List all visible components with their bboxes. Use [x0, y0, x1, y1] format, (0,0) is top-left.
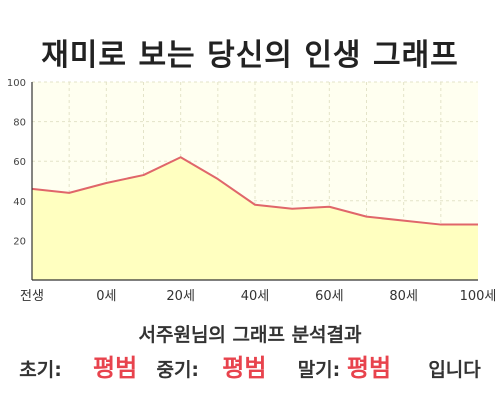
x-tick-label: 전생 — [20, 289, 44, 304]
y-tick-label: 100 — [7, 78, 26, 89]
x-tick-label: 0세 — [96, 289, 116, 304]
early-label: 초기: — [19, 359, 62, 381]
middle-label: 중기: — [156, 359, 200, 381]
area-fill — [32, 157, 478, 280]
stage-summary: 초기: 평범 중기: 평범 말기: 평범 입니다 — [0, 348, 500, 383]
x-tick-label: 40세 — [241, 289, 270, 304]
series-line — [31, 156, 478, 226]
result-suffix: 입니다 — [428, 359, 481, 381]
y-tick-label: 60 — [13, 157, 26, 168]
chart-title: 재미로 보는 당신의 인생 그래프 — [41, 38, 459, 73]
result-heading: 서주원님의 그래프 분석결과 — [138, 324, 362, 346]
early-value: 평범 — [93, 354, 138, 382]
x-tick-label: 20세 — [166, 289, 195, 304]
y-tick-label: 40 — [13, 197, 26, 208]
late-label: 말기: — [297, 359, 341, 381]
late-value: 평범 — [346, 354, 392, 382]
y-tick-label: 80 — [13, 118, 26, 129]
x-tick-label: 80세 — [389, 289, 418, 304]
middle-value: 평범 — [222, 354, 267, 382]
x-tick-label: 60세 — [315, 289, 344, 304]
x-tick-label: 100세 — [460, 289, 497, 304]
y-tick-label: 20 — [13, 236, 26, 247]
